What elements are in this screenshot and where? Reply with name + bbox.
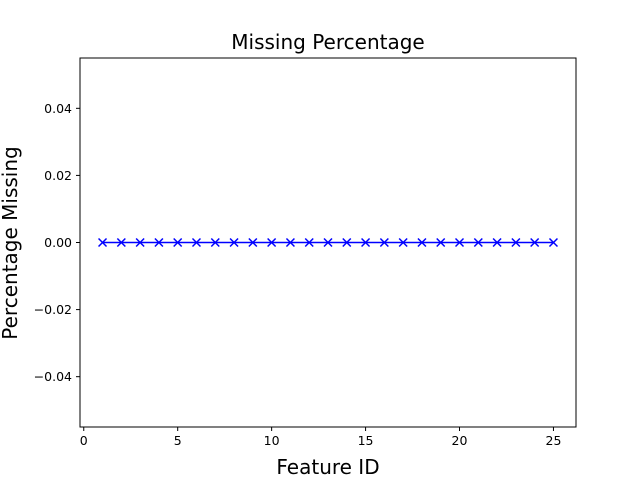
y-axis-ticks: −0.04 −0.02 0.00 0.02 0.04 — [34, 101, 80, 384]
data-point-marker — [210, 237, 220, 248]
data-point-marker — [116, 237, 126, 248]
data-point-marker — [548, 237, 558, 248]
data-point-marker — [267, 237, 277, 248]
y-axis-label: Percentage Missing — [0, 146, 22, 339]
data-point-marker — [323, 237, 333, 248]
y-tick-label: −0.02 — [34, 302, 72, 317]
x-tick-label: 15 — [358, 433, 374, 448]
x-tick-label: 20 — [452, 433, 468, 448]
data-point-marker — [135, 237, 145, 248]
data-point-marker — [530, 237, 540, 248]
data-point-marker — [304, 237, 314, 248]
y-tick-label: −0.04 — [34, 369, 72, 384]
x-tick-label: 0 — [80, 433, 88, 448]
data-point-marker — [417, 237, 427, 248]
data-point-marker — [379, 237, 389, 248]
data-point-marker — [173, 237, 183, 248]
data-point-marker — [492, 237, 502, 248]
data-point-marker — [436, 237, 446, 248]
data-point-marker — [248, 237, 258, 248]
x-tick-label: 5 — [174, 433, 182, 448]
plot-frame — [79, 57, 577, 428]
data-point-marker — [229, 237, 239, 248]
data-point-marker — [454, 237, 465, 248]
y-tick-label: 0.02 — [44, 168, 72, 183]
y-tick-label: 0.04 — [44, 101, 72, 116]
data-point-marker — [361, 237, 371, 248]
chart-title: Missing Percentage — [231, 30, 424, 54]
data-point-marker — [473, 237, 483, 248]
data-point-marker — [398, 237, 408, 248]
data-point-marker — [342, 237, 352, 248]
x-tick-label: 10 — [264, 433, 280, 448]
data-point-marker — [285, 237, 295, 248]
data-series — [98, 237, 558, 248]
data-point-marker — [191, 237, 202, 248]
data-point-marker — [154, 237, 164, 248]
x-tick-label: 25 — [546, 433, 562, 448]
data-point-marker — [98, 237, 108, 248]
x-axis-ticks: 0 5 10 15 20 25 — [80, 427, 562, 448]
data-point-marker — [511, 237, 521, 248]
y-tick-label: 0.00 — [44, 235, 72, 250]
x-axis-label: Feature ID — [276, 455, 379, 479]
